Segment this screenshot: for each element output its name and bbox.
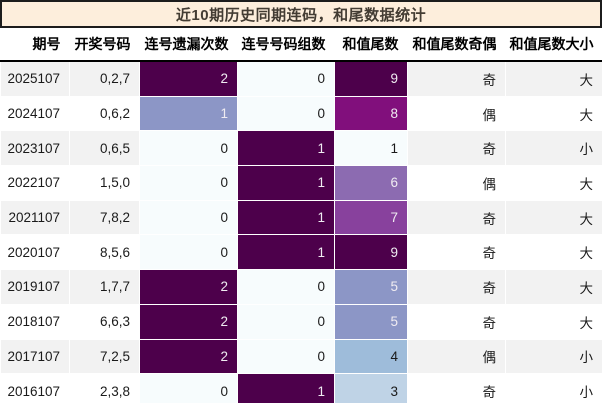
cell-parity: 偶 xyxy=(407,95,506,132)
cell-tail: 9 xyxy=(334,60,408,97)
cell-numbers: 6,6,3 xyxy=(69,303,140,340)
cell-tail: 8 xyxy=(334,95,408,132)
cell-groups: 0 xyxy=(237,269,335,305)
cell-period: 2018107 xyxy=(0,303,70,340)
cell-parity: 奇 xyxy=(407,199,506,236)
cell-period: 2022107 xyxy=(0,165,70,201)
cell-size: 小 xyxy=(505,373,602,403)
cell-parity: 奇 xyxy=(407,373,506,403)
cell-parity: 奇 xyxy=(407,60,506,97)
cell-groups: 1 xyxy=(237,199,335,236)
table-row: 2025107 0,2,7 2 0 9 奇大 xyxy=(0,60,602,97)
cell-numbers: 0,6,2 xyxy=(69,95,140,132)
cell-period: 2016107 xyxy=(0,373,70,403)
cell-period: 2024107 xyxy=(0,95,70,132)
table-row: 2018107 6,6,3 2 0 5 奇大 xyxy=(0,303,602,340)
cell-tail: 4 xyxy=(334,338,408,375)
cell-miss: 2 xyxy=(139,338,238,375)
cell-miss: 0 xyxy=(139,234,238,271)
cell-tail: 7 xyxy=(334,199,408,236)
cell-size: 大 xyxy=(505,95,602,132)
table-row: 2021107 7,8,2 0 1 7 奇大 xyxy=(0,199,602,236)
cell-period: 2021107 xyxy=(0,199,70,236)
cell-groups: 0 xyxy=(237,95,335,132)
cell-miss: 0 xyxy=(139,165,238,201)
table-row: 2016107 2,3,8 0 1 3 奇小 xyxy=(0,373,602,403)
cell-parity: 偶 xyxy=(407,338,506,375)
cell-parity: 偶 xyxy=(407,165,506,201)
cell-size: 大 xyxy=(505,269,602,305)
page-title: 近10期历史同期连码，和尾数据统计 xyxy=(0,0,602,28)
table-row: 2022107 1,5,0 0 1 6 偶大 xyxy=(0,165,602,201)
cell-size: 大 xyxy=(505,199,602,236)
cell-size: 大 xyxy=(505,60,602,97)
cell-tail: 6 xyxy=(334,165,408,201)
cell-tail: 3 xyxy=(334,373,408,403)
cell-size: 小 xyxy=(505,338,602,375)
cell-miss: 2 xyxy=(139,269,238,305)
cell-groups: 1 xyxy=(237,130,335,167)
cell-groups: 1 xyxy=(237,234,335,271)
cell-miss: 0 xyxy=(139,199,238,236)
cell-size: 大 xyxy=(505,234,602,271)
table-row: 2017107 7,2,5 2 0 4 偶小 xyxy=(0,338,602,375)
column-header-parity: 和值尾数奇偶 xyxy=(407,28,506,62)
cell-period: 2020107 xyxy=(0,234,70,271)
column-header-size: 和值尾数大小 xyxy=(505,28,602,62)
cell-tail: 9 xyxy=(334,234,408,271)
cell-numbers: 0,6,5 xyxy=(69,130,140,167)
cell-numbers: 0,2,7 xyxy=(69,60,140,97)
cell-parity: 奇 xyxy=(407,234,506,271)
cell-miss: 0 xyxy=(139,373,238,403)
cell-period: 2025107 xyxy=(0,60,70,97)
cell-miss: 2 xyxy=(139,60,238,97)
cell-numbers: 7,2,5 xyxy=(69,338,140,375)
table-row: 2024107 0,6,2 1 0 8 偶大 xyxy=(0,95,602,132)
cell-period: 2023107 xyxy=(0,130,70,167)
cell-period: 2017107 xyxy=(0,338,70,375)
cell-miss: 0 xyxy=(139,130,238,167)
table-row: 2019107 1,7,7 2 0 5 奇大 xyxy=(0,269,602,305)
cell-miss: 2 xyxy=(139,303,238,340)
cell-tail: 1 xyxy=(334,130,408,167)
cell-numbers: 1,5,0 xyxy=(69,165,140,201)
table-row: 2020107 8,5,6 0 1 9 奇大 xyxy=(0,234,602,271)
cell-groups: 1 xyxy=(237,165,335,201)
cell-numbers: 7,8,2 xyxy=(69,199,140,236)
cell-numbers: 1,7,7 xyxy=(69,269,140,305)
cell-groups: 0 xyxy=(237,303,335,340)
stats-table: 期号 开奖号码 连号遗漏次数 连号号码组数 和值尾数 和值尾数奇偶 和值尾数大小 20251… xyxy=(0,28,602,403)
cell-groups: 0 xyxy=(237,338,335,375)
cell-parity: 奇 xyxy=(407,130,506,167)
column-header-tail: 和值尾数 xyxy=(334,28,408,62)
table-row: 2023107 0,6,5 0 1 1 奇小 xyxy=(0,130,602,167)
cell-numbers: 2,3,8 xyxy=(69,373,140,403)
cell-size: 大 xyxy=(505,303,602,340)
column-header-groups: 连号号码组数 xyxy=(237,28,335,62)
cell-period: 2019107 xyxy=(0,269,70,305)
column-header-miss: 连号遗漏次数 xyxy=(139,28,238,62)
cell-groups: 1 xyxy=(237,373,335,403)
cell-tail: 5 xyxy=(334,303,408,340)
column-header-numbers: 开奖号码 xyxy=(69,28,140,62)
cell-numbers: 8,5,6 xyxy=(69,234,140,271)
cell-miss: 1 xyxy=(139,95,238,132)
cell-groups: 0 xyxy=(237,60,335,97)
cell-size: 大 xyxy=(505,165,602,201)
column-header-period: 期号 xyxy=(0,28,70,62)
cell-parity: 奇 xyxy=(407,269,506,305)
cell-tail: 5 xyxy=(334,269,408,305)
stats-table-header: 期号 开奖号码 连号遗漏次数 连号号码组数 和值尾数 和值尾数奇偶 和值尾数大小 xyxy=(0,28,602,62)
cell-size: 小 xyxy=(505,130,602,167)
cell-parity: 奇 xyxy=(407,303,506,340)
